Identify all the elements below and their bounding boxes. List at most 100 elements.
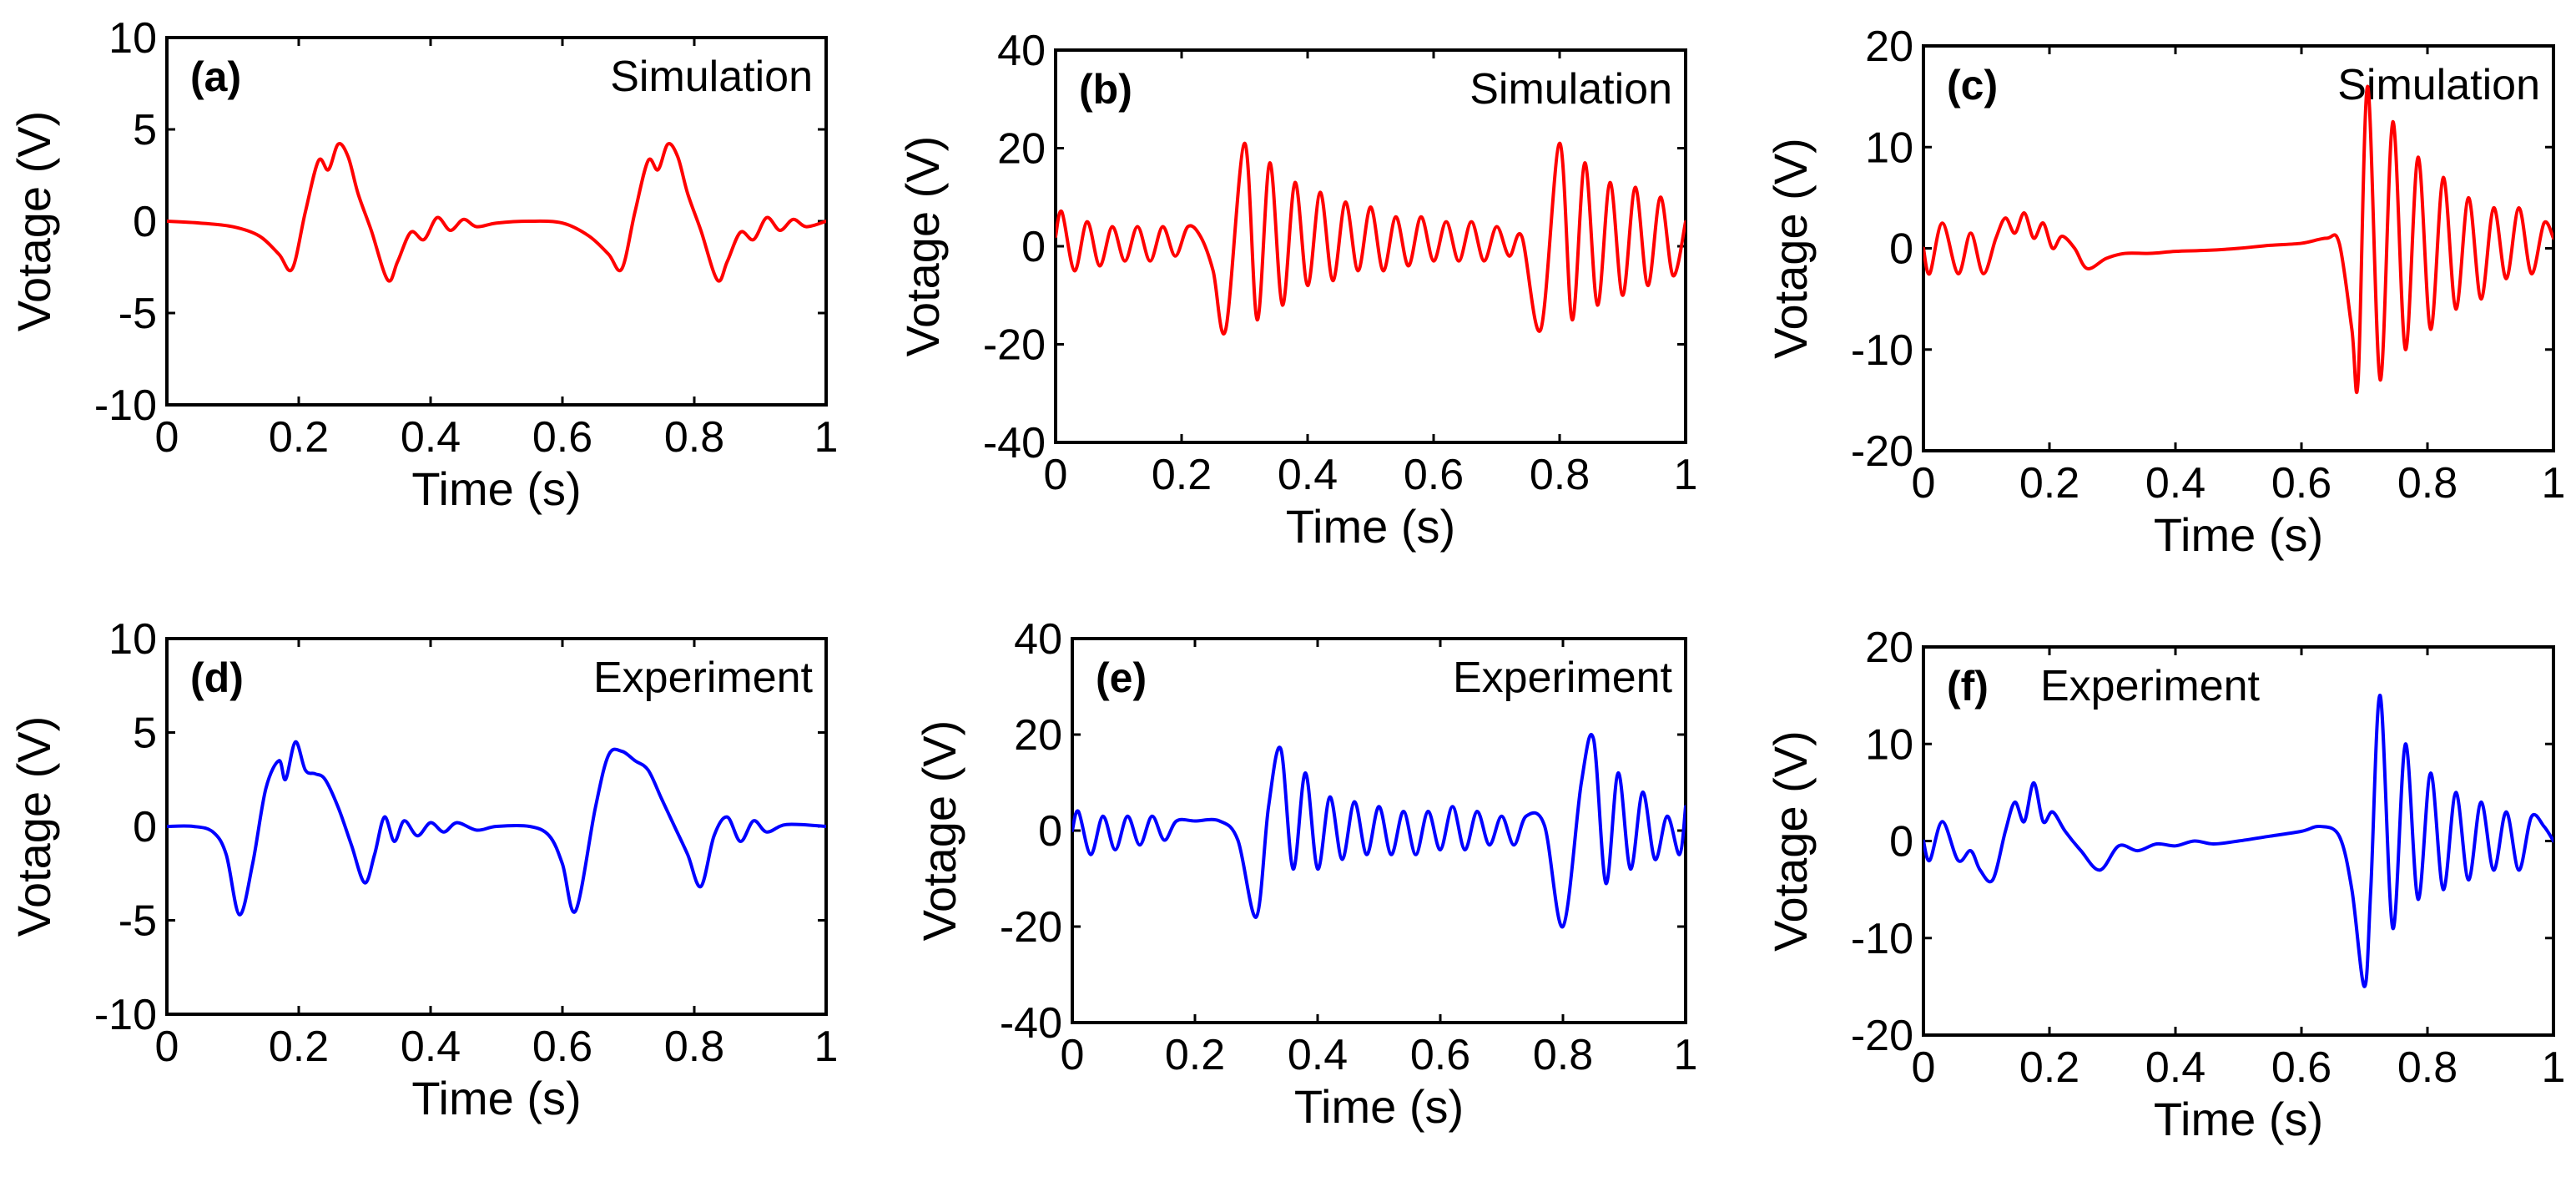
panel-b: 0 0.2 0.4 0.6 0.8 1 -40 -20 0 20 40 Time (s) Votage …	[896, 27, 1697, 553]
y-tick-label: -10	[1851, 915, 1913, 963]
y-tick-label: 0	[1889, 818, 1913, 866]
x-tick-label: 0	[1912, 459, 1936, 508]
x-tick-label: 0.4	[2145, 459, 2205, 508]
x-tick-label: 0.6	[2271, 1043, 2332, 1092]
panel-d: 0 0.2 0.4 0.6 0.8 1 -10 -5 0 5 10 Time (s) Votage (V…	[8, 615, 838, 1124]
x-tick-label: 0.8	[1533, 1031, 1593, 1079]
x-tick-label: 0	[1912, 1043, 1936, 1092]
series-line	[167, 740, 826, 917]
x-axis-label: Time (s)	[411, 462, 581, 515]
y-tick-label: -20	[1851, 427, 1913, 476]
x-tick-label: 0	[1061, 1031, 1085, 1079]
x-tick-label: 1	[814, 413, 839, 462]
x-tick-label: 0.4	[401, 413, 461, 462]
x-tick-label: 0.2	[1152, 451, 1212, 499]
panel-title: Experiment	[1453, 654, 1673, 702]
x-tick-label: 0.6	[1404, 451, 1464, 499]
y-tick-label: 5	[133, 710, 157, 758]
y-tick-label: 40	[1014, 615, 1062, 664]
x-axis-label: Time (s)	[1294, 1080, 1464, 1133]
y-tick-label: -5	[118, 897, 157, 946]
panel-title: Simulation	[1469, 65, 1672, 114]
y-tick-label: 0	[133, 198, 157, 246]
y-axis-label: Votage (V)	[8, 716, 60, 937]
series-line	[167, 142, 826, 283]
x-tick-label: 0.8	[664, 413, 724, 462]
panel-letter: (a)	[190, 53, 241, 100]
y-tick-label: 10	[1865, 720, 1913, 769]
y-tick-label: 10	[108, 14, 157, 63]
x-tick-label: 0	[155, 1023, 179, 1071]
x-axis-label: Time (s)	[1286, 500, 1455, 553]
x-tick-label: 1	[2542, 1043, 2566, 1092]
x-tick-label: 0.2	[2019, 1043, 2079, 1092]
panel-letter: (d)	[190, 654, 244, 701]
panel-title: Simulation	[2337, 61, 2540, 109]
x-tick-label: 0	[155, 413, 179, 462]
y-tick-label: -40	[1000, 999, 1062, 1048]
y-tick-label: 0	[1889, 225, 1913, 274]
y-tick-label: 0	[1021, 223, 1046, 271]
x-tick-label: 0.2	[269, 1023, 329, 1071]
y-tick-label: 20	[1865, 624, 1913, 672]
y-tick-label: -40	[983, 419, 1046, 467]
panel-f: 0 0.2 0.4 0.6 0.8 1 -20 -10 0 10 20 Time (s) Votage …	[1764, 624, 2565, 1145]
x-tick-label: 0.6	[2271, 459, 2332, 508]
x-tick-label: 0.8	[1530, 451, 1590, 499]
x-tick-label: 1	[1674, 1031, 1698, 1079]
panel-letter: (e)	[1096, 654, 1147, 701]
x-tick-label: 0.2	[1165, 1031, 1225, 1079]
x-tick-label: 0.4	[1288, 1031, 1348, 1079]
x-tick-label: 0.4	[401, 1023, 461, 1071]
y-tick-label: 10	[1865, 124, 1913, 172]
x-tick-label: 0.8	[2397, 1043, 2458, 1092]
x-axis-label: Time (s)	[411, 1072, 581, 1124]
x-tick-label: 0	[1044, 451, 1068, 499]
x-tick-label: 1	[2542, 459, 2566, 508]
x-tick-label: 0.6	[532, 413, 592, 462]
x-tick-label: 0.6	[532, 1023, 592, 1071]
series-line	[1072, 732, 1686, 929]
y-tick-label: -20	[1000, 903, 1062, 952]
y-tick-label: -5	[118, 290, 157, 338]
series-line	[1923, 694, 2553, 988]
panel-title: Simulation	[610, 53, 813, 101]
y-tick-label: -10	[94, 381, 157, 430]
y-tick-label: 0	[133, 803, 157, 851]
y-axis-label: Votage (V)	[8, 111, 60, 332]
y-tick-label: -20	[1851, 1012, 1913, 1060]
x-tick-label: 1	[1674, 451, 1698, 499]
y-axis-label: Votage (V)	[896, 136, 949, 357]
y-tick-label: -10	[1851, 326, 1913, 375]
x-tick-label: 0.2	[269, 413, 329, 462]
panel-c: 0 0.2 0.4 0.6 0.8 1 -20 -10 0 10 20 Time (s) Votage …	[1764, 23, 2565, 561]
panel-letter: (b)	[1079, 66, 1132, 113]
y-axis-label: Votage (V)	[1764, 138, 1817, 359]
y-tick-label: 10	[108, 615, 157, 664]
x-tick-label: 0.6	[1410, 1031, 1470, 1079]
y-axis-label: Votage (V)	[1764, 730, 1817, 952]
panel-title: Experiment	[2040, 662, 2261, 710]
x-tick-label: 0.2	[2019, 459, 2079, 508]
y-axis-label: Votage (V)	[913, 720, 965, 942]
x-tick-label: 1	[814, 1023, 839, 1071]
panel-letter: (f)	[1947, 663, 1989, 710]
x-tick-label: 0.4	[1278, 451, 1338, 499]
panel-e: 0 0.2 0.4 0.6 0.8 1 -40 -20 0 20 40 Time (s) Votage …	[913, 615, 1697, 1133]
x-axis-label: Time (s)	[2154, 508, 2323, 561]
x-axis-label: Time (s)	[2154, 1093, 2323, 1145]
y-tick-label: 20	[1865, 23, 1913, 71]
x-tick-label: 0.4	[2145, 1043, 2205, 1092]
x-tick-label: 0.8	[664, 1023, 724, 1071]
x-tick-label: 0.8	[2397, 459, 2458, 508]
panel-letter: (c)	[1947, 62, 1998, 109]
series-line	[1923, 84, 2553, 395]
y-tick-label: 20	[1014, 711, 1062, 760]
panel-a: 0 0.2 0.4 0.6 0.8 1 -10 -5 0 5 10 Time (s) Votage (V…	[8, 14, 838, 515]
panel-title: Experiment	[593, 654, 814, 702]
y-tick-label: -20	[983, 321, 1046, 370]
y-tick-label: 40	[997, 27, 1046, 75]
y-tick-label: 0	[1038, 807, 1062, 856]
